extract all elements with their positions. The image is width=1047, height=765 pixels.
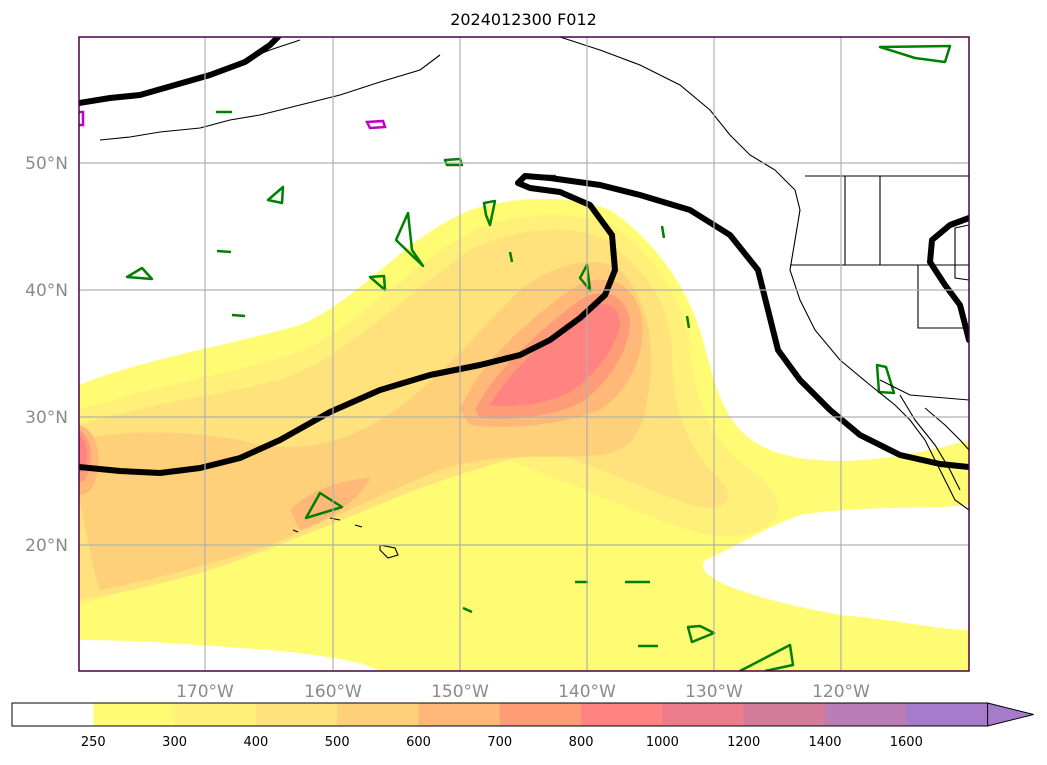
colorbar-segment <box>418 703 501 726</box>
coastlines <box>99 37 969 559</box>
colorbar-frame <box>11 702 988 727</box>
lat-label: 30°N <box>25 408 68 428</box>
colorbar-tick-label: 700 <box>487 735 512 750</box>
colorbar-tick-label: 1600 <box>890 735 923 750</box>
magenta-contours <box>79 110 387 130</box>
colorbar-segment <box>906 703 989 726</box>
ivt-filled-contours <box>79 198 969 671</box>
longitude-labels: 170°W 160°W 150°W 140°W 130°W 120°W <box>176 682 870 702</box>
colorbar-segment <box>662 703 745 726</box>
ivt-band-800 <box>79 304 620 472</box>
colorbar-segment <box>581 703 663 726</box>
jet-contours <box>79 37 969 476</box>
colorbar-extend-arrow <box>987 702 1034 727</box>
colorbar-segment <box>93 703 176 726</box>
colorbar-tick-label: 1200 <box>727 735 760 750</box>
colorbar-segment <box>743 703 826 726</box>
colorbar-tick-label: 600 <box>406 735 431 750</box>
plot-frame <box>78 36 970 672</box>
lat-label: 50°N <box>25 154 68 174</box>
colorbar-tick-label: 250 <box>81 735 106 750</box>
lon-label: 140°W <box>558 682 616 702</box>
colorbar-tick-label: 500 <box>325 735 350 750</box>
lon-label: 130°W <box>685 682 743 702</box>
plot-area <box>79 37 969 671</box>
lon-label: 170°W <box>176 682 234 702</box>
lon-label: 120°W <box>812 682 870 702</box>
colorbar-tick-label: 1000 <box>646 735 679 750</box>
map-title: 2024012300 F012 <box>450 10 597 29</box>
colorbar-tick-label: 1400 <box>808 735 841 750</box>
colorbar-segment <box>499 703 582 726</box>
colorbar-segment <box>12 703 94 726</box>
latitude-labels: 50°N 40°N 30°N 20°N <box>25 154 68 556</box>
colorbar: 250 300 400 500 600 700 800 1000 1200 1400 1600 <box>11 702 1034 750</box>
colorbar-segment <box>337 703 419 726</box>
colorbar-tick-label: 400 <box>243 735 268 750</box>
colorbar-segment <box>174 703 257 726</box>
lat-label: 40°N <box>25 281 68 301</box>
lon-label: 150°W <box>431 682 489 702</box>
colorbar-segment <box>825 703 907 726</box>
lat-label: 20°N <box>25 536 68 556</box>
green-contours <box>125 44 952 671</box>
gridlines <box>79 37 969 671</box>
colorbar-tick-label: 300 <box>162 735 187 750</box>
colorbar-tick-label: 800 <box>569 735 594 750</box>
colorbar-segment <box>255 703 338 726</box>
lon-label: 160°W <box>304 682 362 702</box>
